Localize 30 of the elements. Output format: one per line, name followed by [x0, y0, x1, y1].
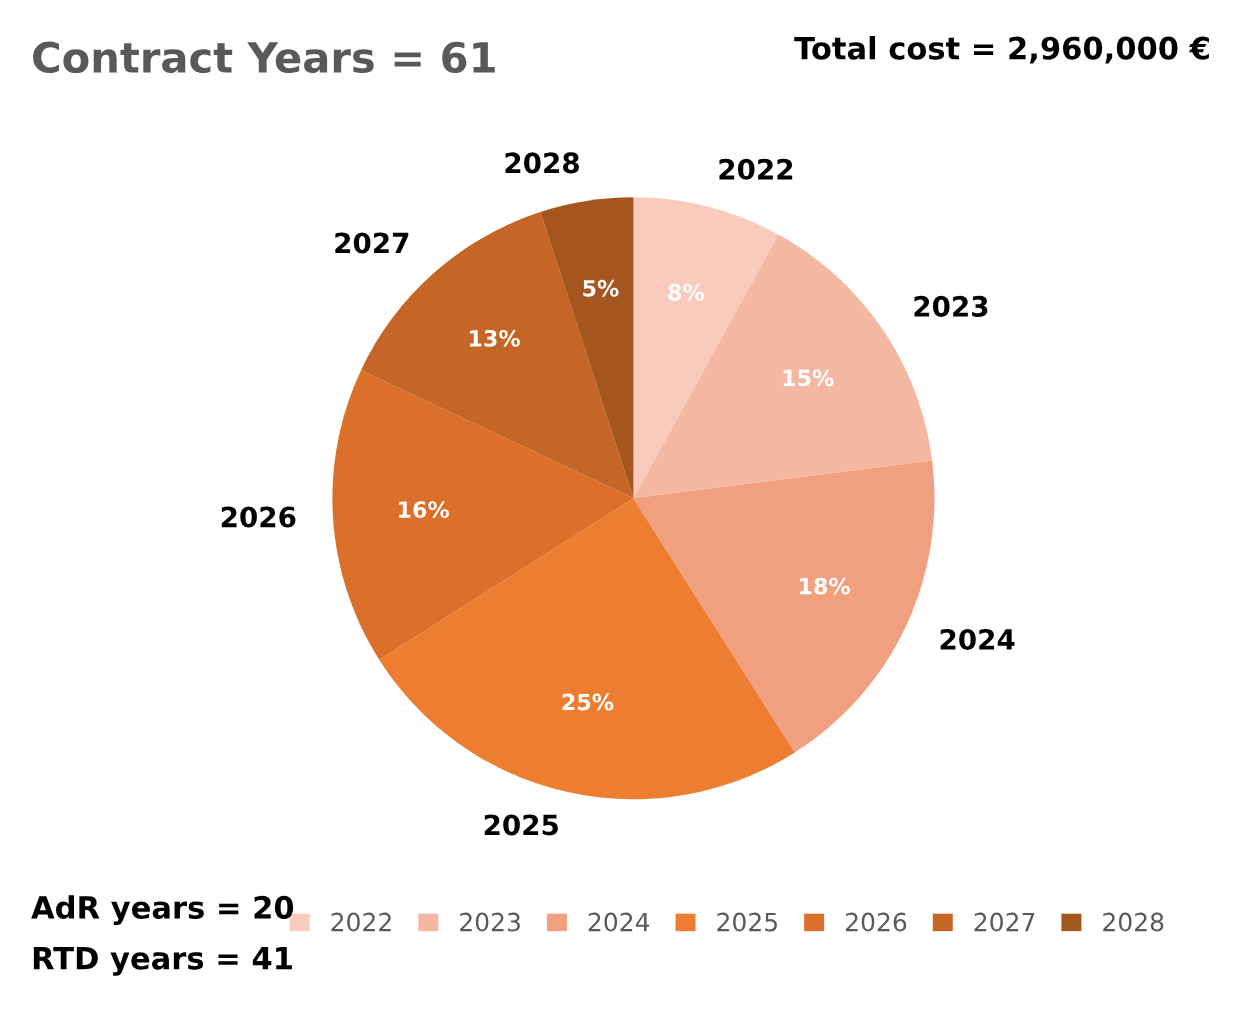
legend-label: 2022: [331, 912, 391, 932]
text: AdR years = 20: [31, 895, 294, 926]
slice-label: 2023: [914, 295, 988, 317]
legend-label: 2025: [717, 912, 777, 932]
legend-label: 2024: [588, 912, 650, 932]
data-label: 18%: [800, 577, 850, 595]
data-label: 15%: [783, 369, 834, 387]
slice-label: 2022: [719, 158, 793, 180]
slice-label: 2025: [484, 814, 558, 836]
data-label: 16%: [399, 501, 449, 519]
data-label: 5%: [583, 279, 619, 297]
pie-slice: [379, 498, 795, 800]
data-label: 13%: [469, 329, 520, 347]
data-label: 8%: [668, 283, 704, 301]
text: RTD years = 41: [33, 946, 292, 976]
legend-label: 2026: [845, 912, 907, 932]
text: Total cost = 2,960,000 €: [794, 36, 1209, 64]
legend-label: 2023: [460, 912, 520, 932]
slice-label: 2024: [940, 628, 1015, 650]
pie-slice: [332, 370, 634, 660]
pie-slice: [633, 197, 779, 499]
chart-title: Contract Years = 61: [33, 41, 495, 74]
slice-label: 2027: [335, 232, 409, 254]
pie-slice: [633, 460, 935, 753]
legend-label: 2027: [974, 912, 1035, 932]
pie-slice: [540, 197, 634, 499]
slice-label: 2028: [505, 152, 579, 174]
legend-label: 2028: [1103, 912, 1164, 932]
data-label: 25%: [562, 693, 614, 711]
slice-label: 2026: [221, 506, 296, 528]
